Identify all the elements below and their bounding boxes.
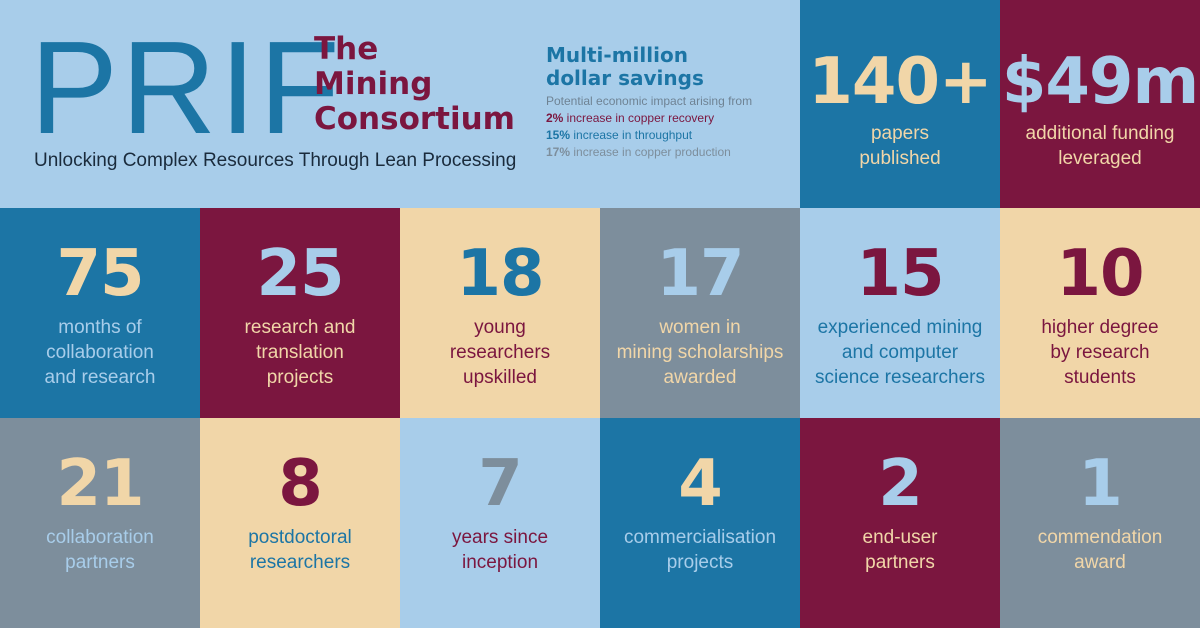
consortium-line: Mining [314, 66, 433, 102]
stat-label-line: published [859, 148, 941, 169]
stat-label: years since inception [406, 525, 594, 575]
stat-label-line: collaboration [46, 527, 154, 548]
stat-tile-postdocs: 8 postdoctoral researchers [200, 418, 400, 628]
stat-tile-end-user-partners: 2 end-user partners [800, 418, 1000, 628]
stat-label-line: by research [1050, 342, 1150, 363]
stat-label: postdoctoral researchers [206, 525, 394, 575]
stat-label: research and translation projects [206, 315, 394, 390]
stat-tile-projects: 25 research and translation projects [200, 208, 400, 418]
stat-number: 25 [256, 237, 344, 311]
stat-label-line: leveraged [1058, 148, 1142, 169]
stat-number: 10 [1056, 237, 1144, 311]
savings-item-value: 17% [546, 145, 571, 159]
stat-label-line: awarded [663, 367, 737, 388]
stat-label: young researchers upskilled [406, 315, 594, 390]
stat-label: experienced mining and computer science … [806, 315, 994, 390]
savings-item: 17% increase in copper production [546, 144, 796, 161]
stat-number: 15 [856, 237, 944, 311]
stat-tile-young-researchers: 18 young researchers upskilled [400, 208, 600, 418]
stat-label: end-user partners [806, 525, 994, 575]
stat-label-line: mining scholarships [616, 342, 784, 363]
stat-label-line: and research [44, 367, 156, 388]
stat-number: 18 [456, 237, 544, 311]
stat-number: 7 [478, 447, 523, 521]
stat-number: 75 [56, 237, 144, 311]
stat-tile-collaboration-partners: 21 collaboration partners [0, 418, 200, 628]
stat-label-line: projects [666, 552, 734, 573]
stat-number: 4 [678, 447, 723, 521]
savings-item-value: 2% [546, 111, 564, 125]
consortium-line: The [314, 31, 379, 67]
stat-label: women in mining scholarships awarded [606, 315, 794, 390]
stat-tile-years: 7 years since inception [400, 418, 600, 628]
stat-label: higher degree by research students [1006, 315, 1194, 390]
stat-label: commendation award [1006, 525, 1194, 575]
stat-label-line: researchers [249, 552, 351, 573]
stat-label-line: women in [659, 317, 741, 338]
stat-label-line: upskilled [463, 367, 537, 388]
stat-label-line: researchers [449, 342, 551, 363]
stat-label-line: science researchers [814, 367, 986, 388]
stat-label-line: award [1074, 552, 1126, 573]
savings-item-text: increase in copper production [570, 145, 731, 159]
prif-logo: PRIF [30, 14, 343, 161]
savings-item-text: increase in copper recovery [563, 111, 715, 125]
consortium-title: The Mining Consortium [314, 32, 515, 137]
stat-label-line: partners [65, 552, 135, 573]
stat-label-line: translation [256, 342, 344, 363]
stat-label-line: months of [58, 317, 142, 338]
savings-item-text: increase in throughput [570, 128, 693, 142]
stat-label: months of collaboration and research [6, 315, 194, 390]
stat-number: 17 [656, 237, 744, 311]
stat-label-line: and computer [841, 342, 959, 363]
stat-label-line: research and [244, 317, 356, 338]
stat-number: 21 [56, 447, 144, 521]
header-panel: PRIF The Mining Consortium Unlocking Com… [0, 0, 800, 208]
stat-label-line: higher degree [1041, 317, 1159, 338]
savings-item-value: 15% [546, 128, 571, 142]
stat-label-line: end-user [862, 527, 938, 548]
stat-label-line: inception [461, 552, 539, 573]
savings-block: Multi-million dollar savings Potential e… [546, 44, 796, 161]
stat-label: additional funding leveraged [1006, 121, 1194, 171]
stat-tile-scholarships: 17 women in mining scholarships awarded [600, 208, 800, 418]
savings-subtitle: Potential economic impact arising from [546, 94, 753, 108]
stat-number: 2 [878, 447, 923, 521]
tagline: Unlocking Complex Resources Through Lean… [34, 150, 517, 171]
stat-label-line: partners [865, 552, 935, 573]
stat-label-line: young [474, 317, 526, 338]
stat-tile-experienced-researchers: 15 experienced mining and computer scien… [800, 208, 1000, 418]
savings-item: 15% increase in throughput [546, 127, 796, 144]
stat-tile-award: 1 commendation award [1000, 418, 1200, 628]
savings-item: 2% increase in copper recovery [546, 110, 796, 127]
stat-label-line: papers [870, 123, 930, 144]
stat-label-line: years since [451, 527, 549, 548]
stat-label-line: commendation [1037, 527, 1163, 548]
stat-tile-papers: 140+ papers published [800, 0, 1000, 208]
stat-number: 8 [278, 447, 323, 521]
stat-label-line: collaboration [46, 342, 154, 363]
stat-tile-months: 75 months of collaboration and research [0, 208, 200, 418]
stat-label: collaboration partners [6, 525, 194, 575]
stat-number: 140+ [808, 45, 992, 119]
consortium-line: Consortium [314, 101, 515, 137]
stat-label-line: postdoctoral [248, 527, 352, 548]
stat-number: $49m [1001, 45, 1199, 119]
savings-title: Multi-million dollar savings [546, 44, 796, 90]
savings-title-line: Multi-million [546, 43, 688, 67]
stat-tile-funding: $49m additional funding leveraged [1000, 0, 1200, 208]
stat-label-line: experienced mining [817, 317, 983, 338]
stat-label-line: projects [266, 367, 334, 388]
stat-tile-hdr-students: 10 higher degree by research students [1000, 208, 1200, 418]
stat-label-line: additional funding [1025, 123, 1175, 144]
savings-title-line: dollar savings [546, 66, 704, 90]
stat-label: commercialisation projects [606, 525, 794, 575]
stat-label: papers published [806, 121, 994, 171]
stat-number: 1 [1078, 447, 1123, 521]
stat-tile-commercialisation: 4 commercialisation projects [600, 418, 800, 628]
stat-label-line: commercialisation [623, 527, 777, 548]
stat-label-line: students [1064, 367, 1136, 388]
